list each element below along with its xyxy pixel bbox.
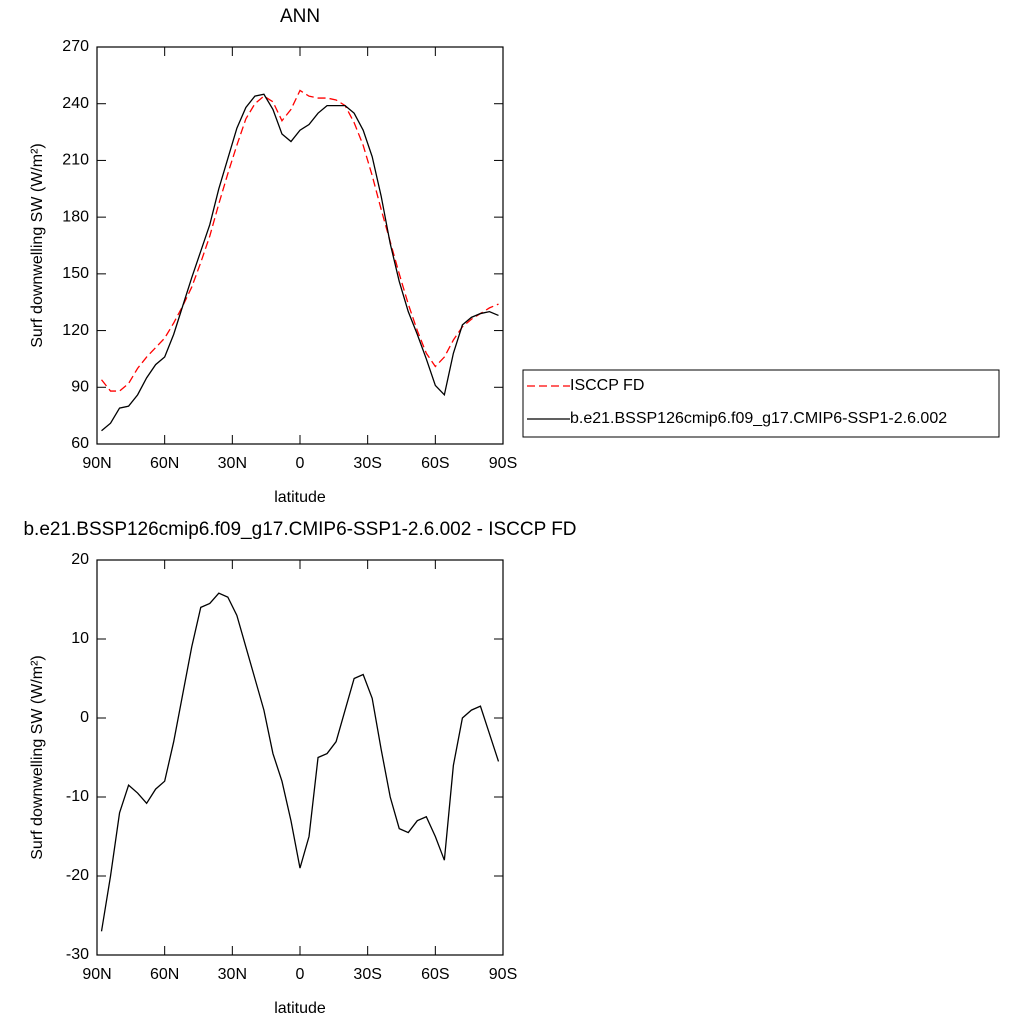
legend-box	[522, 369, 1000, 438]
y-tick-label: 20	[71, 551, 89, 568]
data-line	[100, 592, 500, 932]
plot-frame	[96, 559, 504, 956]
legend: ISCCP FD b.e21.BSSP126cmip6.f09_g17.CMIP6…	[522, 369, 1000, 438]
x-axis-label: latitude	[274, 489, 326, 506]
legend-label: b.e21.BSSP126cmip6.f09_g17.CMIP6-SSP1-2.…	[570, 410, 947, 427]
plot: b.e21.BSSP126cmip6.f09_g17.CMIP6-SSP1-2.…	[23, 519, 576, 1017]
data-line	[101, 93, 499, 432]
x-tick-label: 30N	[218, 455, 247, 472]
plot-frame	[96, 46, 504, 445]
x-axis-label: latitude	[274, 1000, 326, 1017]
x-tick-label: 30N	[218, 966, 247, 983]
y-tick-label: 150	[62, 265, 89, 282]
y-tick-label: -30	[66, 946, 89, 963]
x-tick-label: 60S	[421, 966, 449, 983]
data-line	[101, 89, 499, 392]
y-tick-label: 10	[71, 630, 89, 647]
x-tick-label: 90N	[82, 966, 111, 983]
y-tick-label: -20	[66, 867, 89, 884]
y-tick-label: 180	[62, 208, 89, 225]
y-tick-label: 90	[71, 379, 89, 396]
x-tick-label: 90S	[489, 966, 517, 983]
y-tick-label: 240	[62, 95, 89, 112]
x-tick-label: 0	[296, 455, 305, 472]
y-tick-label: 0	[80, 709, 89, 726]
x-tick-label: 60N	[150, 455, 179, 472]
y-tick-label: 210	[62, 152, 89, 169]
y-tick-label: -10	[66, 788, 89, 805]
y-axis-label: Surf downwelling SW (W/m²)	[29, 655, 46, 859]
y-tick-label: 120	[62, 322, 89, 339]
x-tick-label: 30S	[353, 966, 381, 983]
y-axis-label: Surf downwelling SW (W/m²)	[29, 143, 46, 347]
x-tick-label: 30S	[353, 455, 381, 472]
x-tick-label: 0	[296, 966, 305, 983]
x-tick-label: 90N	[82, 455, 111, 472]
x-tick-label: 60S	[421, 455, 449, 472]
y-tick-label: 60	[71, 435, 89, 452]
chart-title: b.e21.BSSP126cmip6.f09_g17.CMIP6-SSP1-2.…	[23, 519, 576, 540]
x-tick-label: 60N	[150, 966, 179, 983]
x-tick-label: 90S	[489, 455, 517, 472]
y-tick-label: 270	[62, 38, 89, 55]
plot: ANN 60 90 120 150 180 210 240 270 90N 60N 30N 0 30S 60…	[29, 6, 1000, 506]
chart-title: ANN	[280, 6, 320, 27]
legend-label: ISCCP FD	[570, 377, 644, 394]
